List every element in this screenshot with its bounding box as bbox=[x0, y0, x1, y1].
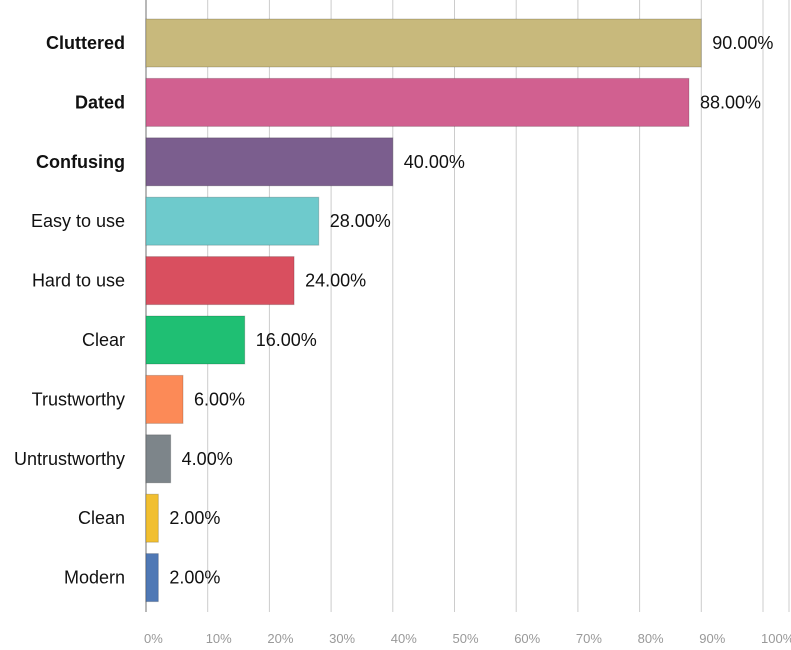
x-axis-ticks: 0% 10% 20% 30% 40% 50% 60% 70% 80% 90% 100% bbox=[144, 631, 791, 646]
category-label: Trustworthy bbox=[32, 389, 125, 409]
category-label: Easy to use bbox=[31, 211, 125, 231]
x-tick-label: 90% bbox=[699, 631, 725, 646]
bar bbox=[145, 137, 394, 187]
category-label: Cluttered bbox=[46, 33, 125, 53]
x-tick-label: 60% bbox=[514, 631, 540, 646]
value-label: 88.00% bbox=[700, 92, 761, 112]
value-label: 24.00% bbox=[305, 271, 366, 291]
value-label: 2.00% bbox=[169, 508, 220, 528]
x-tick-label: 70% bbox=[576, 631, 602, 646]
bar bbox=[145, 18, 702, 68]
x-tick-label: 50% bbox=[453, 631, 479, 646]
value-label: 6.00% bbox=[194, 389, 245, 409]
category-label: Confusing bbox=[36, 152, 125, 172]
category-label: Hard to use bbox=[32, 271, 125, 291]
category-label: Untrustworthy bbox=[14, 449, 125, 469]
value-label: 28.00% bbox=[330, 211, 391, 231]
x-tick-label: 30% bbox=[329, 631, 355, 646]
x-tick-label: 100% bbox=[761, 631, 791, 646]
value-label: 4.00% bbox=[182, 449, 233, 469]
x-tick-label: 20% bbox=[267, 631, 293, 646]
bar bbox=[145, 315, 246, 365]
x-tick-label: 0% bbox=[144, 631, 163, 646]
label-layer: Cluttered 90.00% Dated 88.00% Confusing 40.00… bbox=[14, 33, 773, 588]
bar bbox=[145, 553, 159, 603]
category-label: Clean bbox=[78, 508, 125, 528]
x-tick-label: 80% bbox=[638, 631, 664, 646]
category-label: Modern bbox=[64, 568, 125, 588]
category-label: Clear bbox=[82, 330, 125, 350]
bar bbox=[145, 493, 159, 543]
category-label: Dated bbox=[75, 92, 125, 112]
value-label: 16.00% bbox=[256, 330, 317, 350]
bar bbox=[145, 374, 184, 424]
bar bbox=[145, 256, 295, 306]
x-tick-label: 10% bbox=[206, 631, 232, 646]
bar bbox=[145, 196, 320, 246]
value-label: 90.00% bbox=[712, 33, 773, 53]
x-tick-label: 40% bbox=[391, 631, 417, 646]
bar bbox=[145, 434, 172, 484]
value-label: 40.00% bbox=[404, 152, 465, 172]
value-label: 2.00% bbox=[169, 568, 220, 588]
bar-layer bbox=[145, 18, 702, 603]
bar bbox=[145, 77, 690, 127]
